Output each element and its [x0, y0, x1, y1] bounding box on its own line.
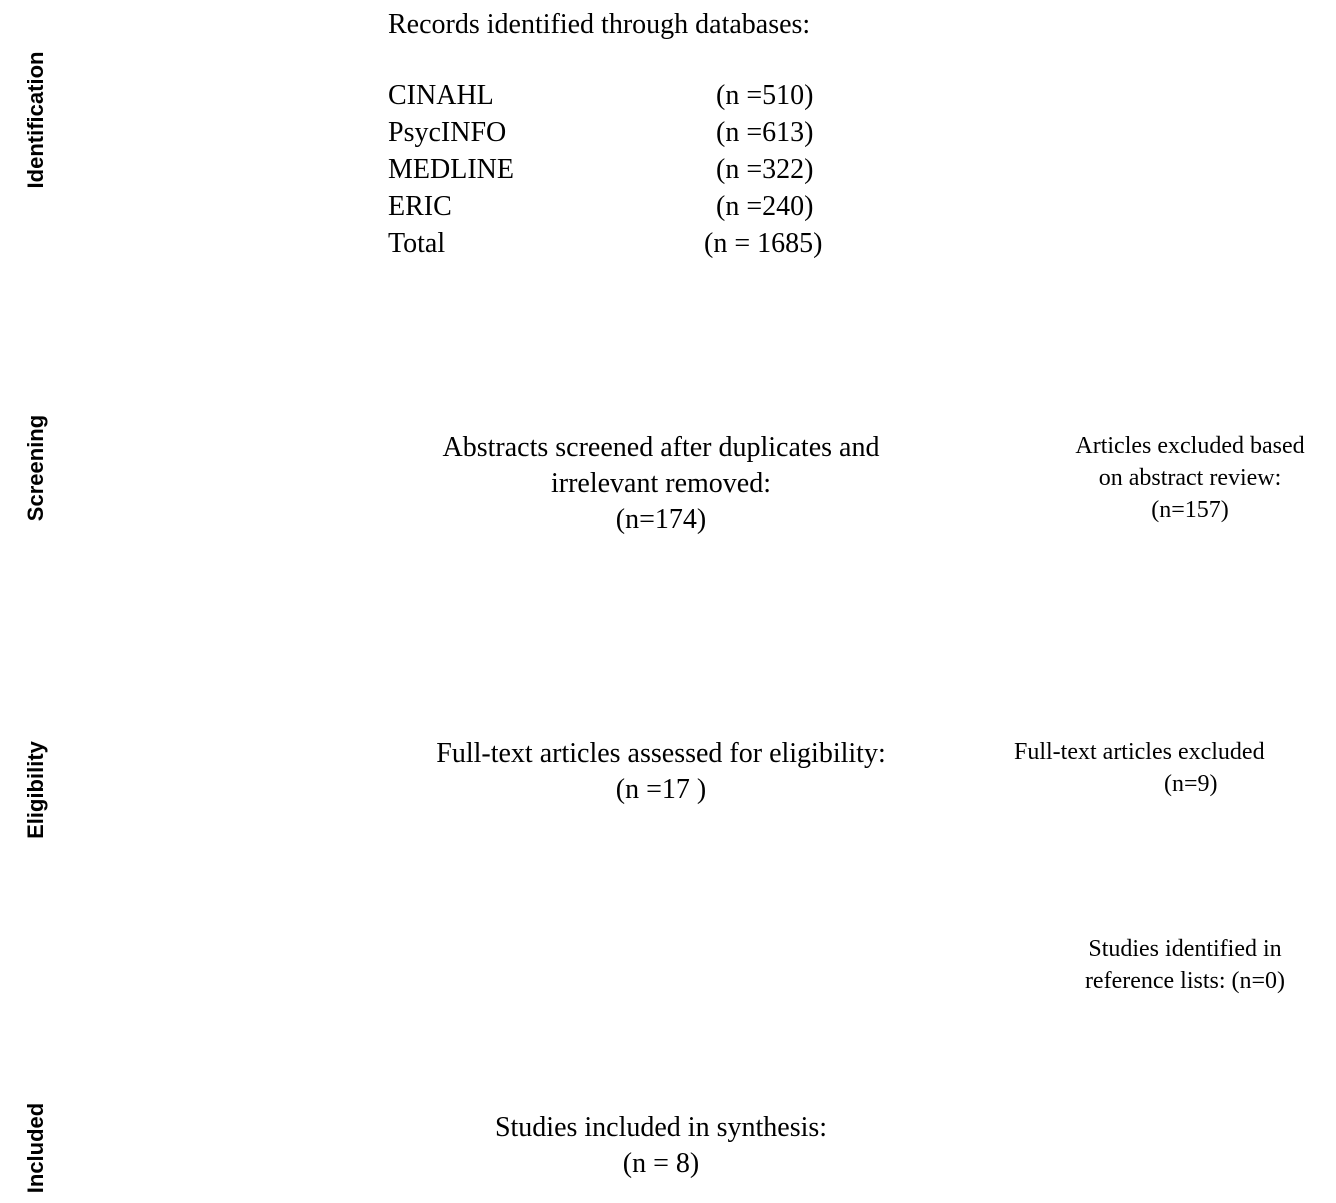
database-count: (n =510) — [716, 80, 814, 111]
database-name: MEDLINE — [388, 154, 514, 185]
screening-box: Abstracts screened after duplicates and … — [361, 430, 961, 538]
abstract-excluded-box: Articles excluded based on abstract revi… — [1040, 430, 1336, 526]
reference-lists-line: Studies identified in — [1088, 936, 1282, 962]
database-count: (n =322) — [716, 154, 814, 185]
fulltext-excluded-box: Full-text articles excluded (n=9) — [1014, 736, 1336, 800]
reference-lists-box: Studies identified in reference lists: (… — [1040, 933, 1330, 997]
database-name: CINAHL — [388, 80, 494, 111]
eligibility-box: Full-text articles assessed for eligibil… — [361, 736, 961, 808]
fulltext-excluded-line: Full-text articles excluded — [1014, 739, 1265, 765]
reference-lists-line: reference lists: (n=0) — [1084, 968, 1286, 994]
eligibility-line: Full-text articles assessed for eligibil… — [436, 738, 886, 769]
identification-heading: Records identified through databases: — [388, 9, 811, 40]
abstract-excluded-count: (n=157) — [1151, 497, 1229, 523]
database-count: (n =613) — [716, 117, 814, 148]
eligibility-count: (n =17 ) — [615, 774, 707, 805]
included-box: Studies included in synthesis: (n = 8) — [361, 1110, 961, 1182]
fulltext-excluded-count: (n=9) — [1164, 771, 1218, 797]
included-line: Studies included in synthesis: — [494, 1112, 828, 1143]
abstract-excluded-line: Articles excluded based — [1075, 433, 1305, 459]
screening-line: Abstracts screened after duplicates and — [442, 432, 880, 463]
database-total-count: (n = 1685) — [704, 228, 823, 259]
screening-count: (n=174) — [615, 504, 707, 535]
stage-label-identification: Identification — [23, 51, 48, 189]
abstract-excluded-line: on abstract review: — [1098, 465, 1282, 491]
stage-label-included: Included — [23, 1102, 48, 1194]
database-name: ERIC — [388, 191, 452, 222]
database-total-label: Total — [388, 228, 446, 259]
stage-label-eligibility: Eligibility — [23, 741, 48, 839]
screening-line: irrelevant removed: — [550, 468, 771, 499]
database-count: (n =240) — [716, 191, 814, 222]
stage-label-screening: Screening — [23, 414, 48, 522]
database-name: PsycINFO — [388, 117, 507, 148]
included-count: (n = 8) — [622, 1148, 700, 1179]
